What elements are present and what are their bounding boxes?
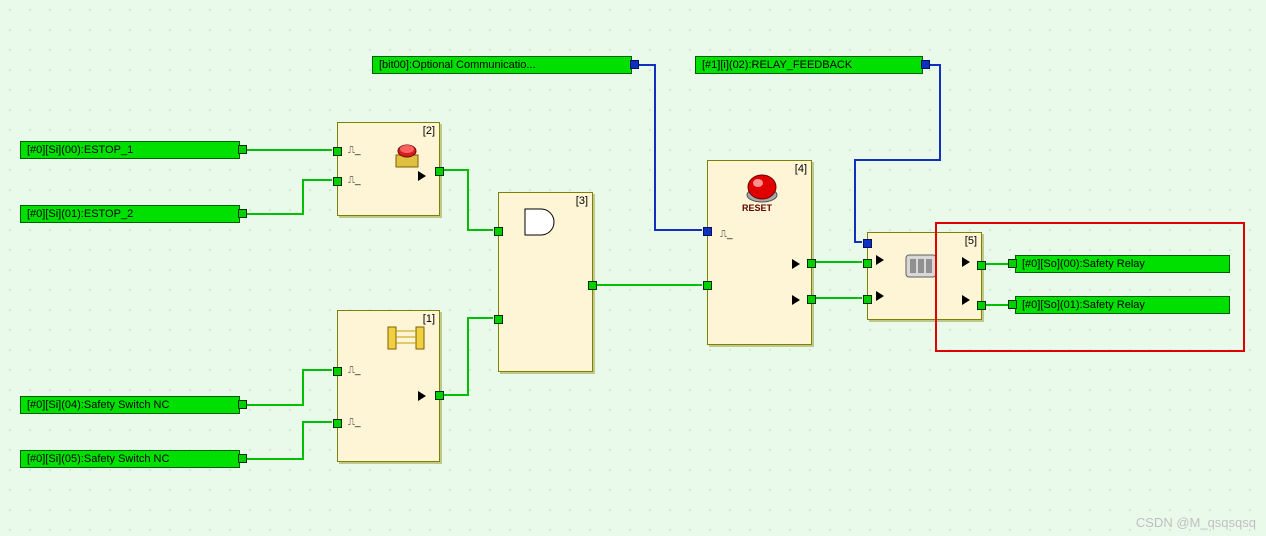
port-in xyxy=(703,281,712,290)
port-ssw1 xyxy=(238,400,247,409)
block-and-gate[interactable]: [3] xyxy=(498,192,593,372)
edge-icon: ⎍_ xyxy=(720,229,733,240)
port-optcomm-out xyxy=(630,60,639,69)
block-estop[interactable]: [2] ⎍_ ⎍_ xyxy=(337,122,440,216)
port-in xyxy=(863,259,872,268)
in-arrow-icon xyxy=(876,291,884,301)
edge-icon: ⎍_ xyxy=(348,175,361,186)
block-label: [4] xyxy=(795,163,807,175)
block-light-curtain[interactable]: [1] ⎍_ ⎍_ xyxy=(337,310,440,462)
port-in-blue xyxy=(863,239,872,248)
port-out xyxy=(807,259,816,268)
output-arrow-icon xyxy=(792,295,800,305)
port-in xyxy=(333,147,342,156)
port-in xyxy=(333,177,342,186)
tag-safety-switch-1: [#0][Si](04):Safety Switch NC xyxy=(20,396,240,414)
port-in xyxy=(333,419,342,428)
port-ssw2 xyxy=(238,454,247,463)
block-label: [3] xyxy=(576,195,588,207)
port-in-blue xyxy=(703,227,712,236)
output-arrow-icon xyxy=(418,171,426,181)
edge-icon: ⎍_ xyxy=(348,417,361,428)
tag-estop1: [#0][Si](00):ESTOP_1 xyxy=(20,141,240,159)
tag-label: [#0][Si](00):ESTOP_1 xyxy=(27,144,133,156)
port-in xyxy=(494,315,503,324)
tag-label: [#0][Si](01):ESTOP_2 xyxy=(27,208,133,220)
port-in xyxy=(863,295,872,304)
port-out xyxy=(588,281,597,290)
tag-safety-switch-2: [#0][Si](05):Safety Switch NC xyxy=(20,450,240,468)
output-arrow-icon xyxy=(418,391,426,401)
edge-icon: ⎍_ xyxy=(348,145,361,156)
output-arrow-icon xyxy=(792,259,800,269)
tag-estop2: [#0][Si](01):ESTOP_2 xyxy=(20,205,240,223)
watermark: CSDN @M_qsqsqsq xyxy=(1136,515,1256,530)
tag-label: [#1][i](02):RELAY_FEEDBACK xyxy=(702,59,852,71)
port-out xyxy=(807,295,816,304)
edge-icon: ⎍_ xyxy=(348,365,361,376)
tag-label: [#0][Si](05):Safety Switch NC xyxy=(27,453,169,465)
block-label: [1] xyxy=(423,313,435,325)
and-gate-icon xyxy=(523,207,563,237)
tag-label: [bit00]:Optional Communicatio... xyxy=(379,59,536,71)
estop-button-icon xyxy=(392,141,422,171)
port-in xyxy=(333,367,342,376)
in-arrow-icon xyxy=(876,255,884,265)
tag-label: [#0][Si](04):Safety Switch NC xyxy=(27,399,169,411)
port-estop1 xyxy=(238,145,247,154)
port-estop2 xyxy=(238,209,247,218)
port-out xyxy=(435,167,444,176)
block-label: [2] xyxy=(423,125,435,137)
port-out xyxy=(435,391,444,400)
block-reset[interactable]: [4] RESET ⎍_ xyxy=(707,160,812,345)
reset-button-icon xyxy=(744,171,780,205)
port-in xyxy=(494,227,503,236)
tag-optional-comm: [bit00]:Optional Communicatio... xyxy=(372,56,632,74)
port-relayfb-out xyxy=(921,60,930,69)
light-curtain-icon xyxy=(386,323,426,353)
tag-relay-feedback: [#1][i](02):RELAY_FEEDBACK xyxy=(695,56,923,74)
reset-caption: RESET xyxy=(742,203,772,213)
highlight-box xyxy=(935,222,1245,352)
